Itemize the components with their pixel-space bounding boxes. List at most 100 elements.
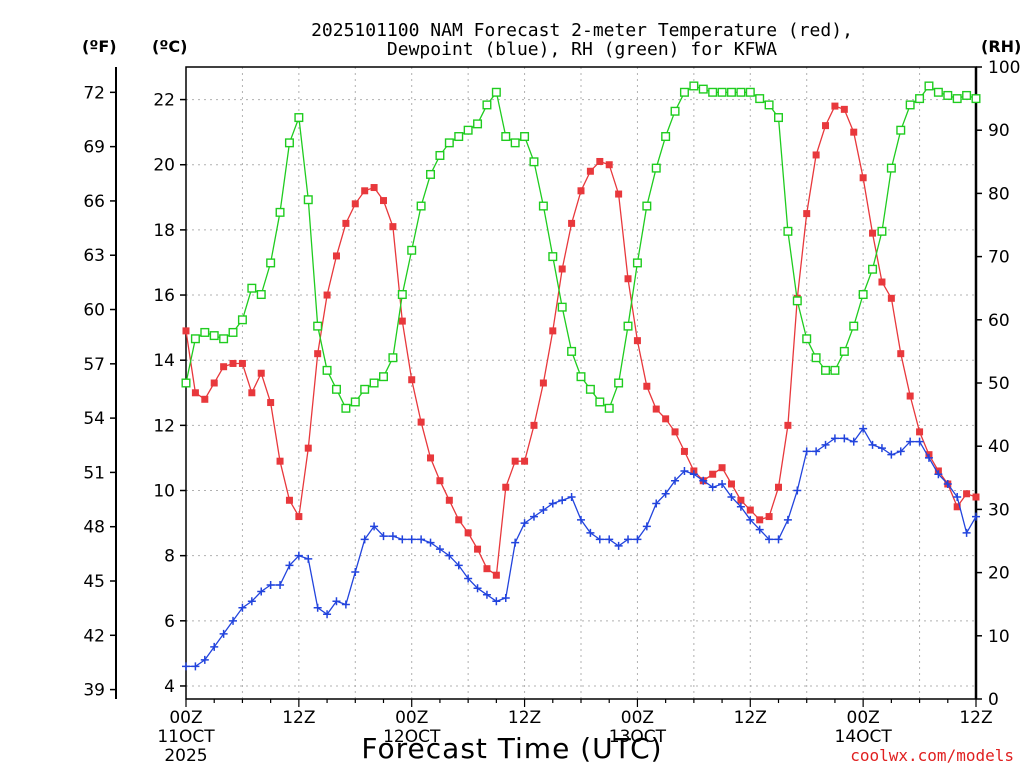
- data-point: [953, 503, 961, 511]
- rh-tick-label: 40: [988, 437, 1010, 457]
- data-point: [765, 535, 774, 544]
- data-point: [510, 138, 520, 148]
- time-tick-label: 12Z: [282, 708, 315, 728]
- data-point: [831, 102, 839, 110]
- data-point: [275, 207, 285, 217]
- date-label: 12OCT: [383, 727, 441, 747]
- series-2-meter-temperature: [182, 102, 980, 579]
- time-tick-label: 12Z: [959, 708, 992, 728]
- data-point: [219, 334, 229, 344]
- data-point: [369, 378, 379, 388]
- data-point: [435, 545, 444, 554]
- series-layer: [181, 81, 981, 671]
- data-point: [633, 337, 641, 345]
- data-point: [708, 87, 718, 97]
- data-point: [397, 290, 407, 300]
- data-point: [228, 327, 238, 337]
- data-point: [502, 483, 510, 491]
- data-point: [314, 350, 322, 358]
- data-point: [727, 480, 735, 488]
- data-point: [398, 317, 406, 325]
- data-point: [642, 201, 652, 211]
- data-point: [229, 359, 237, 367]
- data-point: [492, 597, 501, 606]
- data-point: [426, 538, 435, 547]
- data-point: [943, 479, 952, 488]
- data-point: [576, 372, 586, 382]
- data-point: [671, 428, 679, 436]
- data-point: [464, 574, 473, 583]
- data-point: [821, 440, 830, 449]
- data-point: [585, 384, 595, 394]
- data-point: [473, 119, 483, 129]
- celsius-tick-label: 18: [153, 221, 175, 241]
- time-tick-label: 00Z: [621, 708, 654, 728]
- data-point: [859, 174, 867, 182]
- data-point: [651, 163, 661, 173]
- celsius-unit-label: (ºC): [152, 37, 187, 56]
- data-point: [792, 296, 802, 306]
- data-point: [482, 100, 492, 110]
- chart-title-line2: Dewpoint (blue), RH (green) for KFWA: [387, 39, 777, 60]
- data-point: [802, 334, 812, 344]
- data-point: [398, 535, 407, 544]
- data-point: [661, 489, 670, 498]
- rh-tick-label: 20: [988, 564, 1010, 584]
- data-point: [755, 94, 765, 104]
- data-point: [849, 321, 859, 331]
- data-point: [248, 389, 256, 397]
- data-point: [726, 87, 736, 97]
- data-point: [295, 513, 303, 521]
- data-point: [896, 125, 906, 135]
- data-point: [605, 161, 613, 169]
- data-point: [567, 346, 577, 356]
- data-point: [276, 580, 285, 589]
- data-point: [455, 516, 463, 524]
- data-point: [840, 105, 848, 113]
- data-point: [417, 535, 426, 544]
- data-point: [257, 369, 265, 377]
- data-point: [285, 561, 294, 570]
- data-point: [276, 457, 284, 465]
- data-point: [568, 219, 576, 227]
- x-axis-title: Forecast Time (UTC): [361, 732, 662, 765]
- data-point: [662, 415, 670, 423]
- data-point: [756, 516, 764, 524]
- data-point: [680, 447, 688, 455]
- data-point: [501, 132, 511, 142]
- data-point: [906, 392, 914, 400]
- data-point: [586, 528, 595, 537]
- data-point: [549, 327, 557, 335]
- fahrenheit-tick-label: 60: [83, 301, 105, 321]
- data-point: [774, 113, 784, 123]
- data-point: [548, 499, 557, 508]
- rh-unit-label: (RH): [981, 37, 1021, 56]
- data-point: [624, 275, 632, 283]
- data-point: [850, 128, 858, 136]
- data-point: [200, 327, 210, 337]
- data-point: [417, 418, 425, 426]
- data-point: [435, 150, 445, 160]
- data-point: [811, 353, 821, 363]
- data-point: [219, 629, 228, 638]
- data-point: [558, 496, 567, 505]
- data-point: [313, 321, 323, 331]
- data-point: [520, 132, 530, 142]
- rh-tick-label: 50: [988, 374, 1010, 394]
- data-point: [868, 264, 878, 274]
- data-point: [783, 515, 792, 524]
- data-point: [709, 470, 717, 478]
- fahrenheit-tick-label: 54: [83, 409, 105, 429]
- data-point: [614, 378, 624, 388]
- data-point: [557, 302, 567, 312]
- data-point: [624, 535, 633, 544]
- data-point: [201, 395, 209, 403]
- data-point: [350, 397, 360, 407]
- data-point: [906, 437, 915, 446]
- data-point: [605, 535, 614, 544]
- data-point: [727, 493, 736, 502]
- data-point: [934, 470, 943, 479]
- data-point: [247, 283, 257, 293]
